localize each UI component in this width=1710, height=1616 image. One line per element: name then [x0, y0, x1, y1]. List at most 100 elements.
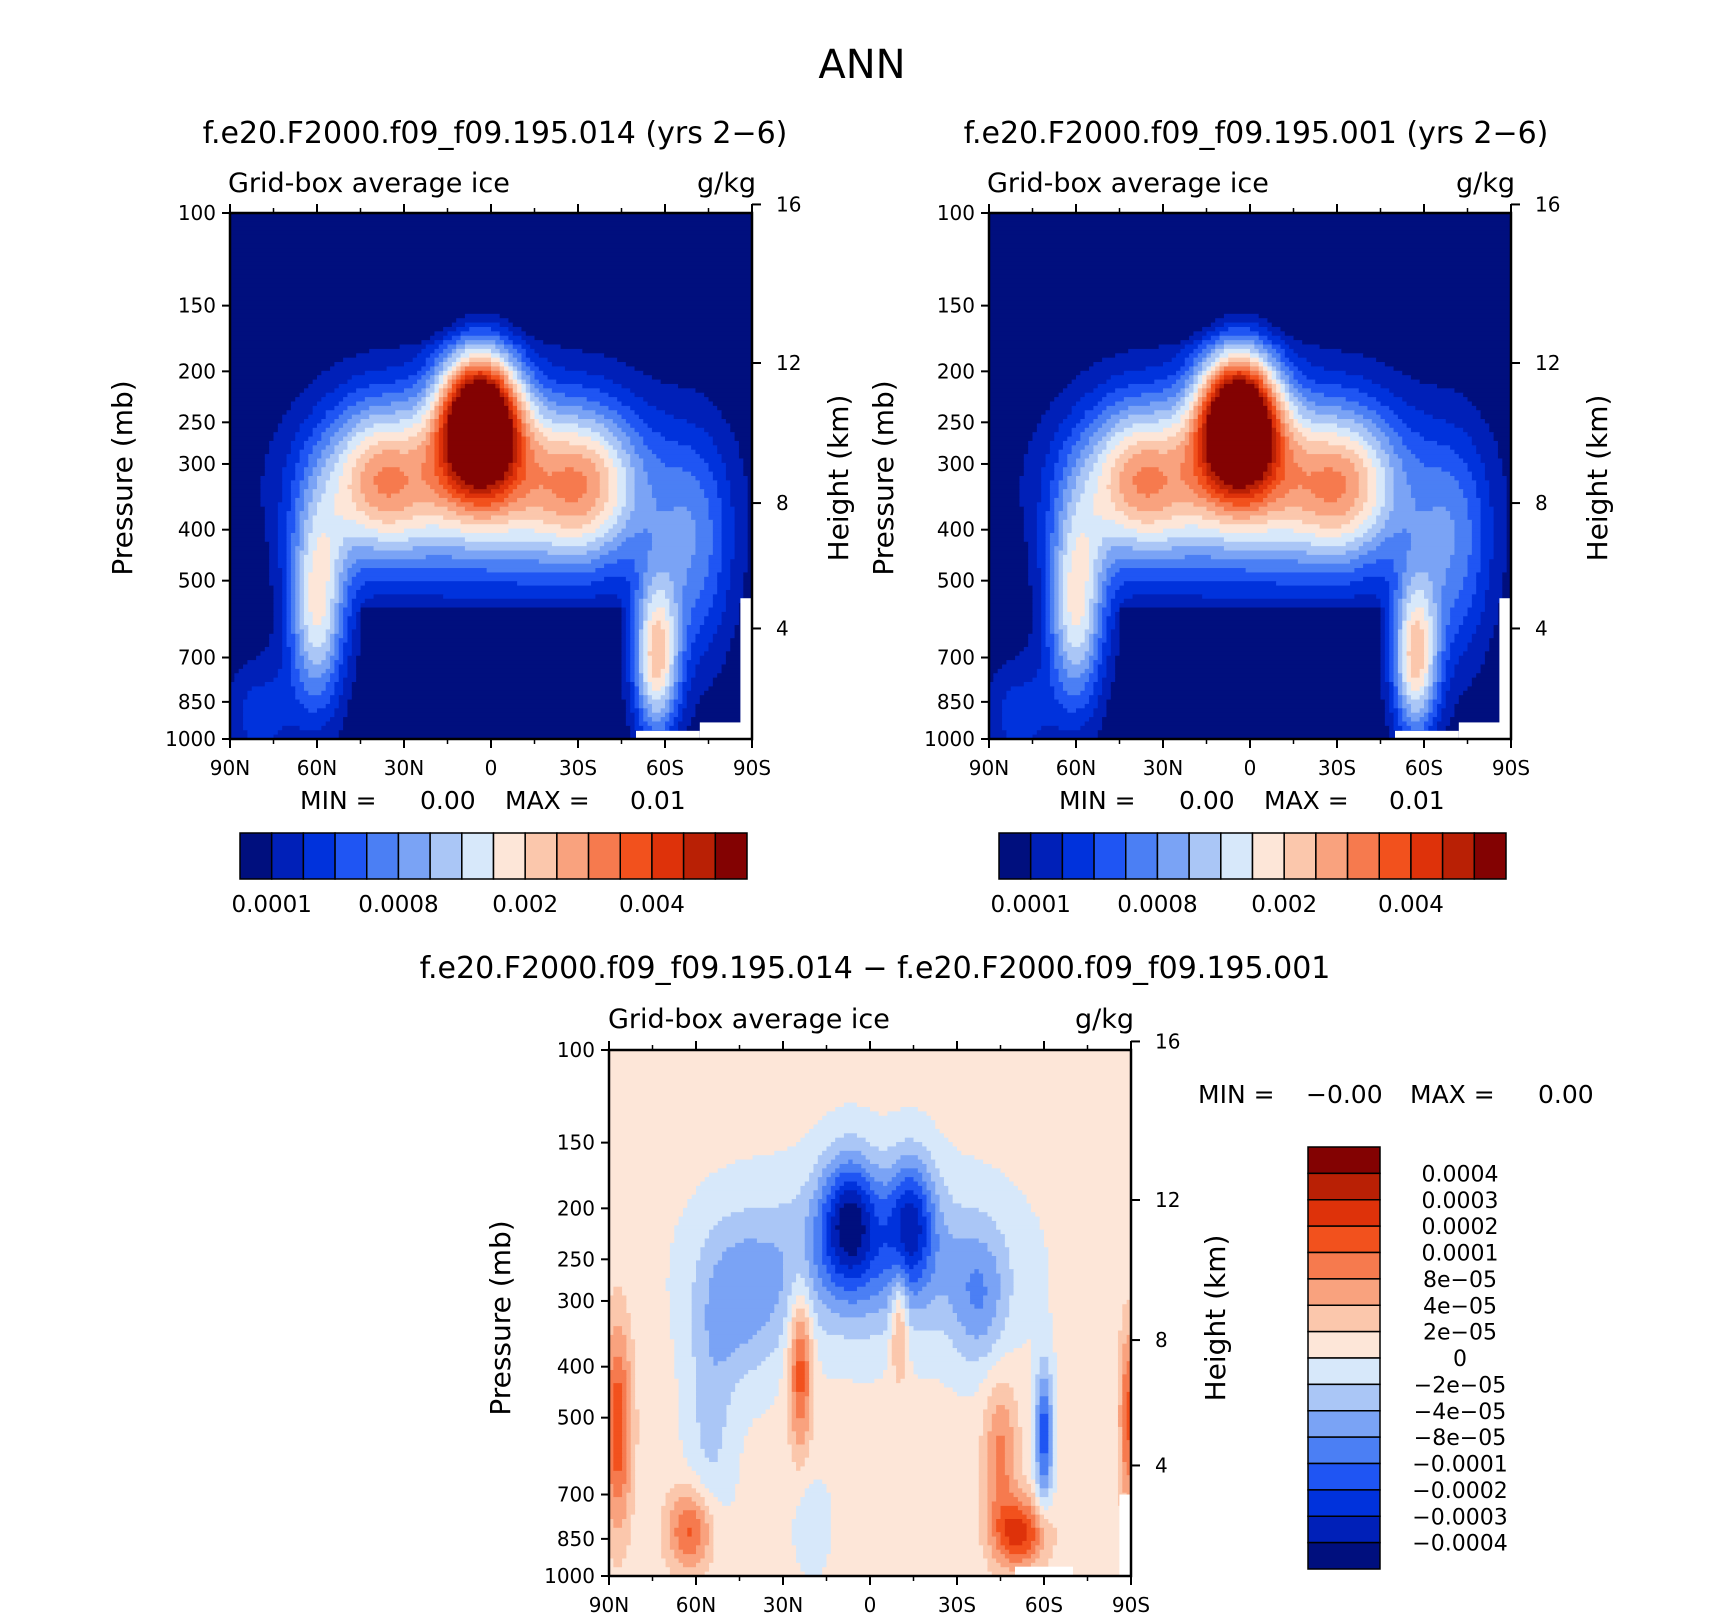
contour-cell	[1389, 734, 1399, 740]
contour-cell	[1049, 484, 1060, 490]
contour-cell	[417, 370, 427, 376]
contour-cell	[434, 440, 440, 446]
contour-cell	[989, 734, 1007, 740]
contour-cell	[1293, 362, 1312, 368]
contour-cell	[312, 410, 327, 416]
contour-cell	[508, 335, 523, 341]
contour-cell	[989, 651, 1021, 657]
contour-cell	[1093, 559, 1103, 565]
contour-cell	[1189, 353, 1199, 359]
contour-cell	[1354, 594, 1377, 600]
colorbar-swatch	[1156, 832, 1190, 880]
contour-cell	[286, 585, 292, 591]
contour-cell	[625, 646, 631, 652]
contour-cell	[1445, 695, 1460, 701]
contour-cell	[512, 370, 518, 376]
contour-cell	[673, 589, 683, 595]
contour-cell	[1097, 489, 1112, 495]
contour-cell	[469, 353, 492, 359]
contour-cell	[643, 585, 649, 591]
contour-cell	[443, 326, 457, 332]
contour-cell	[299, 589, 305, 595]
contour-cell	[343, 423, 357, 429]
contour-cell	[1402, 629, 1408, 635]
contour-cell	[1471, 476, 1486, 481]
contour-cell	[230, 357, 344, 363]
contour-cell	[656, 620, 662, 626]
contour-cell	[269, 550, 279, 556]
contour-cell	[1406, 585, 1434, 591]
contour-cell	[1384, 642, 1390, 648]
contour-cell	[299, 598, 305, 604]
contour-cell	[430, 432, 436, 438]
contour-cell	[989, 730, 1007, 736]
contour-cell	[1402, 616, 1408, 622]
contour-cell	[299, 638, 305, 644]
contour-cell	[330, 576, 335, 582]
contour-cell	[691, 559, 710, 565]
contour-cell	[1450, 655, 1460, 661]
contour-cell	[443, 348, 453, 354]
contour-cell	[1189, 401, 1195, 407]
contour-cell	[382, 467, 401, 473]
contour-cell	[508, 401, 514, 407]
contour-cell	[1358, 524, 1373, 530]
contour-cell	[447, 357, 457, 363]
contour-cell	[464, 375, 475, 381]
contour-cell	[1467, 502, 1482, 508]
contour-cell	[390, 493, 440, 499]
y-tick-label: 1000	[924, 727, 975, 751]
contour-cell	[360, 646, 623, 652]
contour-cell	[1102, 594, 1108, 600]
contour-cell	[989, 362, 1094, 368]
contour-cell	[608, 480, 618, 486]
contour-cell	[630, 638, 636, 644]
contour-cell	[725, 589, 744, 595]
contour-cell	[303, 506, 309, 512]
contour-cell	[1006, 730, 1038, 736]
contour-cell	[1084, 410, 1103, 416]
contour-cell	[338, 484, 349, 490]
contour-cell	[499, 313, 753, 319]
contour-cell	[647, 677, 666, 683]
contour-cell	[282, 625, 288, 631]
contour-cell	[625, 638, 631, 644]
contour-cell	[599, 476, 610, 481]
contour-cell	[430, 427, 436, 433]
contour-cell	[1206, 375, 1212, 381]
contour-cell	[1445, 664, 1456, 670]
contour-cell	[230, 515, 266, 521]
contour-cell	[347, 585, 362, 591]
contour-cell	[989, 629, 1034, 635]
contour-cell	[1493, 528, 1508, 534]
colorbar-swatch	[714, 832, 748, 880]
contour-cell	[634, 620, 640, 626]
contour-cell	[356, 519, 383, 525]
contour-cell	[1184, 458, 1195, 464]
contour-cell	[1123, 511, 1216, 517]
contour-cell	[691, 651, 705, 657]
contour-cell	[425, 436, 431, 442]
contour-cell	[530, 436, 536, 442]
contour-cell	[1206, 405, 1212, 411]
contour-cell	[1467, 506, 1482, 512]
contour-cell	[517, 348, 527, 354]
contour-cell	[1058, 559, 1064, 565]
contour-cell	[1119, 471, 1138, 477]
contour-cell	[1058, 493, 1064, 499]
contour-cell	[1054, 554, 1060, 560]
contour-cell	[1032, 611, 1042, 617]
contour-cell	[421, 340, 436, 346]
contour-cell	[1389, 673, 1395, 679]
contour-cell	[1049, 568, 1055, 574]
contour-cell	[660, 625, 670, 631]
contour-cell	[1036, 541, 1047, 547]
contour-cell	[1036, 506, 1051, 512]
contour-cell	[625, 660, 631, 666]
contour-cell	[1380, 528, 1403, 534]
contour-cell	[1389, 603, 1395, 609]
contour-cell	[1132, 423, 1173, 429]
contour-cell	[1437, 620, 1442, 626]
contour-cell	[430, 405, 436, 411]
contour-cell	[1036, 515, 1047, 521]
